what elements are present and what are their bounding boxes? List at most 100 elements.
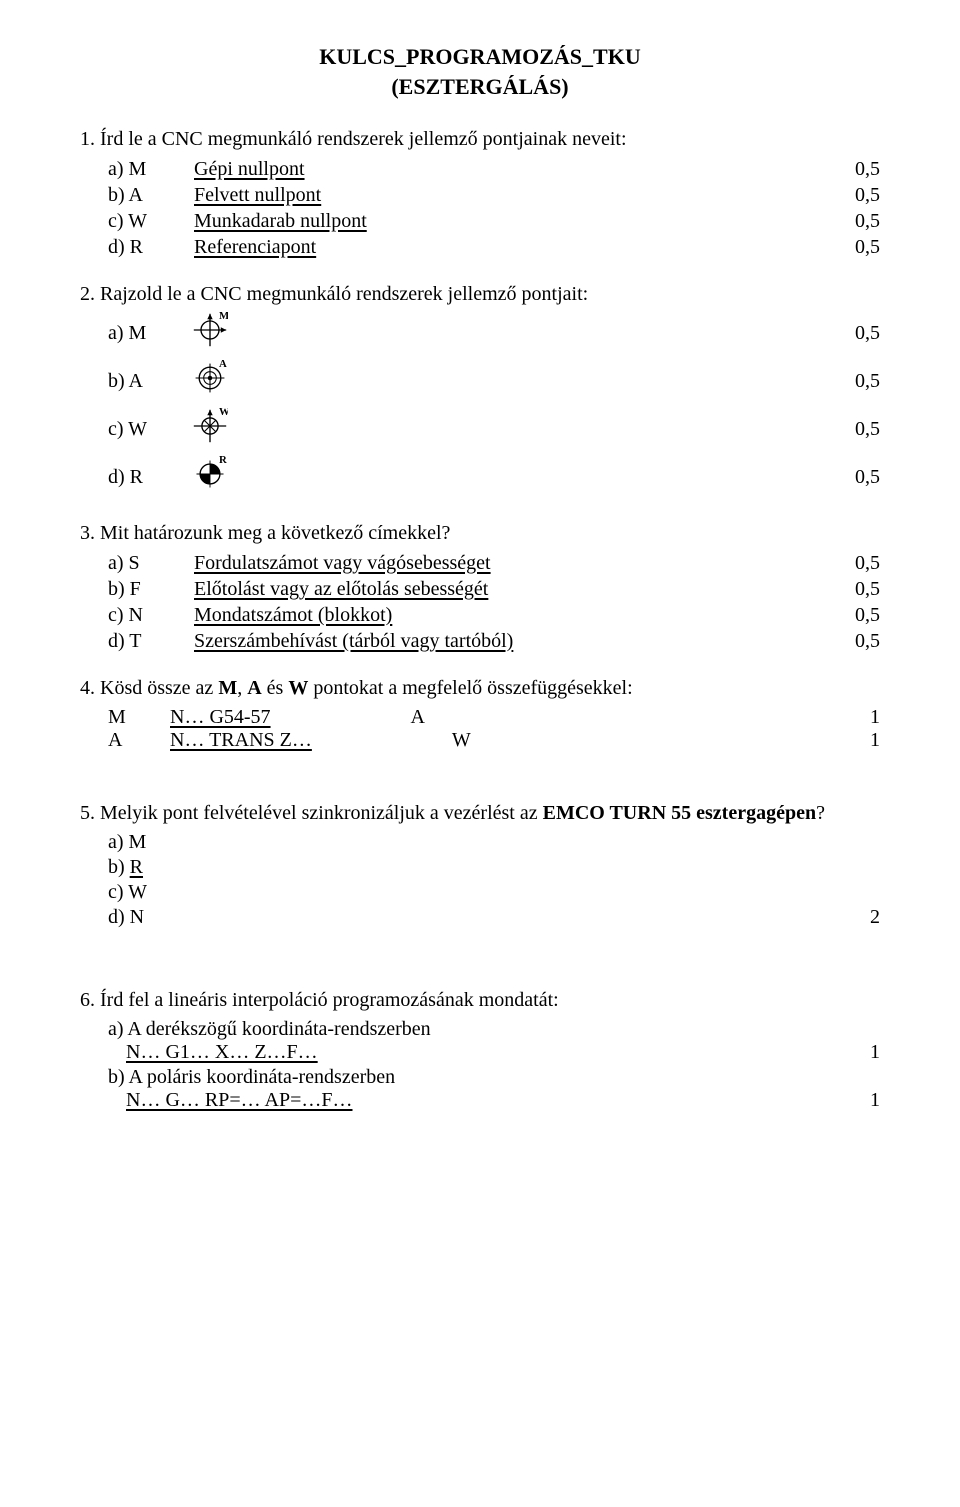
blank-prefix [164, 551, 194, 575]
q4-lhs: M [108, 706, 142, 729]
q1-row: b) A Felvett nullpont 0,5 [108, 183, 880, 207]
q1-prompt: Írd le a CNC megmunkáló rendszerek jelle… [100, 128, 627, 150]
q6-prompt: Írd fel a lineáris interpoláció programo… [100, 989, 559, 1011]
q3-label: b) F [108, 578, 164, 601]
q3-answer: Előtolást vagy az előtolás sebességét [194, 578, 488, 601]
q5-bold: EMCO TURN 55 esztergagépen [543, 802, 816, 824]
q3-answer: Fordulatszámot vagy vágósebességet [194, 552, 491, 575]
q1-answer: Referenciapont [194, 236, 316, 259]
q1-answer: Munkadarab nullpont [194, 210, 367, 233]
blank-prefix [164, 183, 194, 207]
blank-prefix [164, 466, 192, 489]
q5-option-label: a) M [108, 831, 146, 853]
q2-icon-slot: R [164, 456, 344, 498]
q5-option-label: d) N [108, 906, 144, 929]
blank-fill [322, 235, 830, 259]
svg-text:W: W [219, 408, 228, 418]
q4-mid1: , [237, 677, 247, 699]
q5-option-label: b) [108, 856, 130, 878]
q1-row: d) R Referenciapont 0,5 [108, 235, 880, 259]
q4-answer: N… TRANS Z… [170, 729, 312, 752]
blank-prefix [164, 603, 194, 627]
q3-text: 3. Mit határozunk meg a következő címekk… [80, 522, 880, 545]
q3-label: d) T [108, 630, 164, 653]
q4-pre: Kösd össze az [100, 677, 218, 699]
blank-fill [353, 1089, 837, 1112]
blank-prefix [142, 729, 170, 752]
q2-text: 2. Rajzold le a CNC megmunkáló rendszere… [80, 283, 880, 306]
q1-row: a) M Gépi nullpont 0,5 [108, 157, 880, 181]
q5-number: 5. [80, 802, 95, 824]
q1-answer: Gépi nullpont [194, 158, 305, 181]
q3-score: 0,5 [836, 630, 880, 653]
q5-option: a) M [108, 831, 880, 854]
q4-mid: A [411, 706, 441, 729]
blank-prefix [108, 1089, 126, 1112]
q4-score: 1 [836, 706, 880, 729]
q4-score: 1 [836, 729, 880, 752]
blank-prefix [142, 706, 170, 729]
q3-answer: Mondatszámot (blokkot) [194, 604, 392, 627]
q1-number: 1. [80, 128, 95, 150]
cnc-point-w-icon: W [192, 408, 228, 450]
q3-score: 0,5 [836, 578, 880, 601]
question-3: 3. Mit határozunk meg a következő címekk… [80, 522, 880, 653]
q1-answer: Felvett nullpont [194, 184, 321, 207]
q2-label: d) R [108, 466, 164, 489]
q1-score: 0,5 [836, 210, 880, 233]
q4-bold3: W [288, 677, 308, 699]
q3-row: d) T Szerszámbehívást (tárból vagy tartó… [108, 629, 880, 653]
q6-score: 1 [836, 1089, 880, 1112]
q3-prompt: Mit határozunk meg a következő címekkel? [100, 522, 450, 544]
q4-text: 4. Kösd össze az M, A és W pontokat a me… [80, 677, 880, 700]
q5-pre: Melyik pont felvételével szinkronizáljuk… [100, 802, 543, 824]
cnc-point-a-icon: A [192, 360, 228, 402]
title-line2: (ESZTERGÁLÁS) [80, 74, 880, 100]
blank-fill [482, 729, 836, 752]
q1-text: 1. Írd le a CNC megmunkáló rendszerek je… [80, 128, 880, 151]
blank-prefix [164, 209, 194, 233]
q5-post: ? [816, 802, 825, 824]
q4-mid: W [452, 729, 482, 752]
q2-icon-slot: M [164, 312, 344, 354]
blank-fill [271, 706, 411, 729]
title-block: KULCS_PROGRAMOZÁS_TKU (ESZTERGÁLÁS) [80, 44, 880, 100]
blank-fill [312, 729, 452, 752]
blank-prefix [164, 157, 194, 181]
q5-text: 5. Melyik pont felvételével szinkronizál… [80, 802, 880, 825]
blank-fill [344, 322, 836, 345]
q3-row: c) N Mondatszámot (blokkot) 0,5 [108, 603, 880, 627]
svg-text:A: A [219, 360, 227, 370]
svg-text:R: R [219, 456, 227, 466]
q4-row: M N… G54-57 A 1 [108, 706, 880, 729]
q3-score: 0,5 [836, 604, 880, 627]
q2-score: 0,5 [836, 418, 880, 441]
q1-label: d) R [108, 236, 164, 259]
q6-score: 1 [836, 1041, 880, 1064]
q5-option: b) R [108, 856, 880, 879]
blank-prefix [164, 629, 194, 653]
q2-label: a) M [108, 322, 164, 345]
blank-fill [311, 157, 830, 181]
q2-icon-slot: W [164, 408, 344, 450]
q4-post: pontokat a megfelelő összefüggésekkel: [313, 677, 632, 699]
blank-prefix [164, 370, 192, 393]
question-6: 6. Írd fel a lineáris interpoláció progr… [80, 989, 880, 1112]
q4-bold1: M [218, 677, 237, 699]
question-5: 5. Melyik pont felvételével szinkronizál… [80, 802, 880, 929]
q5-option-label: c) W [108, 881, 147, 903]
q1-row: c) W Munkadarab nullpont 0,5 [108, 209, 880, 233]
q1-label: c) W [108, 210, 164, 233]
q2-icon-slot: A [164, 360, 344, 402]
q2-label: c) W [108, 418, 164, 441]
question-4: 4. Kösd össze az M, A és W pontokat a me… [80, 677, 880, 752]
q2-prompt: Rajzold le a CNC megmunkáló rendszerek j… [100, 283, 588, 305]
blank-fill [344, 370, 836, 393]
q5-option: d) N 2 [108, 906, 880, 929]
q2-row: a) M M 0,5 [108, 312, 880, 354]
q4-mid2: és [262, 677, 289, 699]
blank-fill [441, 706, 836, 729]
q4-number: 4. [80, 677, 95, 699]
q5-score: 2 [836, 906, 880, 929]
q2-row: d) R R 0,5 [108, 456, 880, 498]
